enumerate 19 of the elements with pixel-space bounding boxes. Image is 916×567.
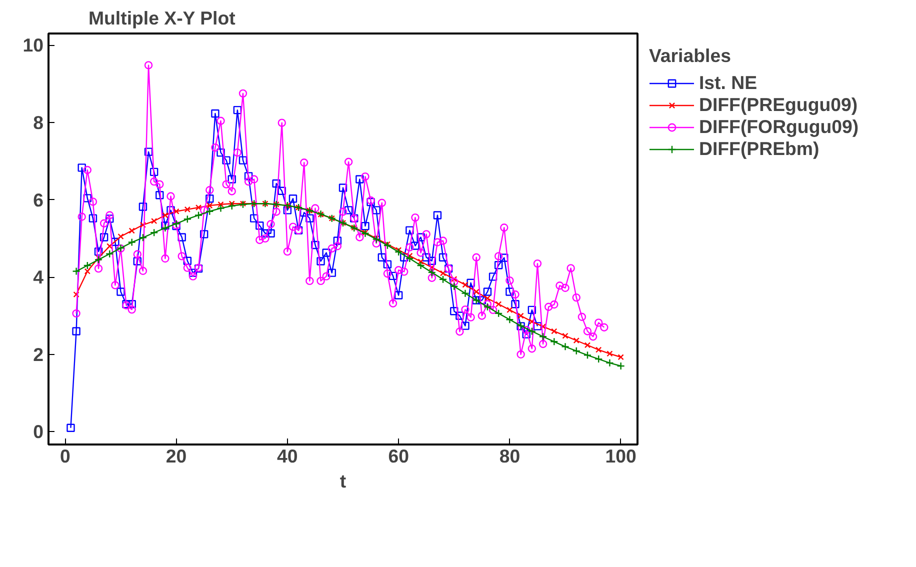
x-tick-label: 40 [277,446,298,466]
legend-title: Variables [649,45,732,67]
legend-label: DIFF(FORgugu09) [699,116,859,138]
y-tick-label: 6 [33,189,44,210]
y-tick-label: 2 [33,344,44,365]
legend-label: DIFF(PREbm) [699,138,820,160]
chart-title: Multiple X-Y Plot [88,8,236,28]
x-tick-label: 100 [605,446,636,466]
y-tick-label: 8 [33,112,44,133]
y-tick-label: 4 [33,266,44,288]
x-tick-label: 0 [60,446,70,466]
y-tick-label: 0 [33,421,44,442]
x-axis-title: t [340,470,346,492]
legend-label: Ist. NE [699,72,758,94]
y-tick-label: 10 [22,34,44,56]
x-tick-label: 60 [388,446,409,466]
legend-label: DIFF(PREgugu09) [699,94,858,116]
x-tick-label: 80 [499,446,520,466]
x-tick-label: 20 [166,446,187,466]
